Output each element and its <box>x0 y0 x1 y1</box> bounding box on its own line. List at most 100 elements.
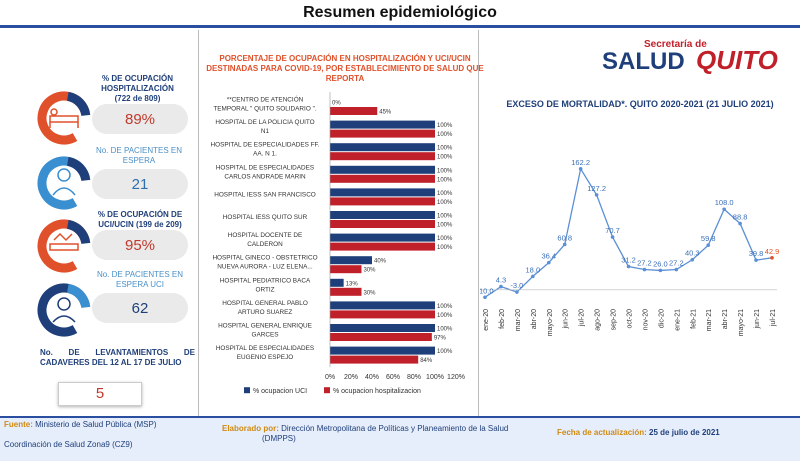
mortality-x-tick: ene-21 <box>674 309 681 331</box>
mortality-data-label: 88.8 <box>733 213 748 222</box>
mortality-point <box>754 258 758 262</box>
bar-category-label: HOSPITAL GENERAL PABLO <box>222 300 308 307</box>
mortality-data-label: -3.0 <box>510 281 523 290</box>
bar-value-label: 13% <box>346 281 359 287</box>
bar-mark <box>330 188 435 197</box>
footer: Fuente: Ministerio de Salud Pública (MSP… <box>0 416 800 461</box>
mortality-x-tick: sep-20 <box>611 309 618 331</box>
bar-category-label: **CENTRO DE ATENCIÓN <box>227 95 304 104</box>
cadaveres-label: No. DE LEVANTAMIENTOS DE CADAVERES DEL 1… <box>40 348 195 367</box>
mortality-x-tick: feb-20 <box>499 309 506 329</box>
cadaveres-value: 5 <box>58 382 142 406</box>
footer-fecha-text: 25 de julio de 2021 <box>649 428 720 437</box>
bar-x-tick: 0% <box>325 374 335 381</box>
bar-value-label: 100% <box>437 132 453 138</box>
mortality-point <box>642 267 647 272</box>
logo-line2: SALUD <box>602 48 685 75</box>
mortality-data-label: 39.8 <box>749 249 764 258</box>
mortality-point <box>770 256 774 260</box>
bar-category-label: NUEVA AURORA - LUZ ELENA... <box>217 264 313 271</box>
bar-category-label: HOSPITAL PEDIATRICO BACA <box>220 277 311 284</box>
mortality-point <box>562 242 567 247</box>
bar-mark <box>330 152 435 161</box>
divider-right <box>478 30 479 416</box>
bar-category-label: ORTIZ <box>255 286 274 293</box>
bar-category-label: HOSPITAL DE ESPECIALIDADES <box>216 345 314 352</box>
bar-value-label: 100% <box>437 200 453 206</box>
mortality-x-tick: jul-21 <box>770 309 777 327</box>
bar-mark <box>330 301 435 310</box>
divider-left <box>198 30 199 416</box>
bar-value-label: 30% <box>364 268 377 274</box>
mortality-data-label: -10.0 <box>480 286 494 295</box>
icu-bed-icon <box>37 219 91 273</box>
footer-elaborado-text2: (DMPPS) <box>262 434 296 443</box>
bar-category-label: HOSPITAL IESS QUITO SUR <box>223 214 308 221</box>
mortality-data-label: 26.0 <box>653 259 668 268</box>
mortality-point <box>690 257 695 262</box>
bar-category-label: HOSPITAL DE LA POLICIA QUITO <box>215 119 314 126</box>
mortality-data-label: 27.2 <box>669 259 684 268</box>
mortality-point <box>738 221 742 226</box>
mortality-point <box>546 260 551 265</box>
patient-mask-icon <box>37 283 91 337</box>
bar-mark <box>330 233 435 242</box>
bar-category-label: EUGENIO ESPEJO <box>237 354 293 361</box>
mortality-point <box>531 274 535 279</box>
bar-mark <box>330 278 344 287</box>
bar-mark <box>330 355 419 364</box>
hosp-value-pill <box>92 104 188 134</box>
mortality-point <box>706 243 711 248</box>
mortality-x-tick: jun-21 <box>754 309 761 330</box>
legend-swatch-uci <box>244 387 250 394</box>
bar-chart: **CENTRO DE ATENCIÓN TEMPORAL " QUITO SOL… <box>210 92 465 395</box>
bar-mark <box>330 165 435 174</box>
mortality-data-label: 127.2 <box>587 184 606 193</box>
footer-fuente: Fuente: Ministerio de Salud Pública (MSP… <box>4 420 157 429</box>
hosp-occupancy-label: % DE OCUPACIÓN HOSPITALIZACIÓN <box>101 74 174 93</box>
hosp-occupancy-sub: (722 de 809) <box>114 94 161 103</box>
bar-mark <box>330 265 362 274</box>
mortality-point <box>610 235 615 239</box>
bar-value-label: 30% <box>364 290 377 296</box>
footer-fuente-label: Fuente: <box>4 420 33 429</box>
bar-value-label: 45% <box>379 110 392 116</box>
bar-value-label: 100% <box>437 313 453 319</box>
espera-uci-value-pill <box>92 293 188 323</box>
bar-mark <box>330 174 435 183</box>
bar-mark <box>330 107 378 115</box>
mortality-x-tick: feb-21 <box>690 309 697 329</box>
mortality-data-label: 162.2 <box>571 158 590 167</box>
espera-uci-value: 62 <box>131 300 149 317</box>
bar-mark <box>330 287 362 296</box>
hosp-occupancy-value: 89% <box>124 111 156 128</box>
logo-line1: Secretaría de <box>644 39 707 50</box>
bar-mark <box>330 346 435 355</box>
legend-label-uci: % ocupacion UCI <box>253 388 307 395</box>
bar-category-label: HOSPITAL DE ESPECIALIDADES FF. <box>210 142 319 149</box>
mortality-x-tick: nov-20 <box>642 309 649 331</box>
mortality-point <box>722 207 726 212</box>
mortality-x-tick: ene-20 <box>483 309 490 331</box>
bar-category-label: HOSPITAL DOCENTE DE <box>228 232 303 239</box>
bar-mark <box>330 197 435 206</box>
footer-coord: Coordinación de Salud Zona9 (CZ9) <box>4 440 133 449</box>
mortality-x-tick: mar-21 <box>706 309 713 331</box>
header-bar: Resumen epidemiológico <box>0 0 800 28</box>
bar-category-label: HOSPITAL IESS SAN FRANCISCO <box>214 191 316 198</box>
mortality-data-label: 60.8 <box>557 233 572 242</box>
espera-uci-label: No. DE PACIENTES EN ESPERA UCI <box>96 270 184 289</box>
bar-x-tick: 20% <box>344 374 358 381</box>
bar-value-label: 100% <box>437 236 453 242</box>
bar-value-label: 100% <box>437 214 453 220</box>
footer-fecha: Fecha de actualización: 25 de julio de 2… <box>557 428 720 437</box>
mortality-x-tick: abr-20 <box>531 309 538 329</box>
bar-category-label: CARLOS ANDRADE MARIN <box>224 173 306 180</box>
bar-category-label: AA. N 1. <box>253 151 277 158</box>
bar-x-tick: 60% <box>386 374 400 381</box>
footer-fuente-text: Ministerio de Salud Pública (MSP) <box>35 420 157 429</box>
bar-category-label: HOSPITAL GENERAL ENRIQUE <box>218 323 312 330</box>
bar-x-tick: 40% <box>365 374 379 381</box>
bar-x-tick: 120% <box>447 374 465 381</box>
bar-value-label: 100% <box>437 123 453 129</box>
